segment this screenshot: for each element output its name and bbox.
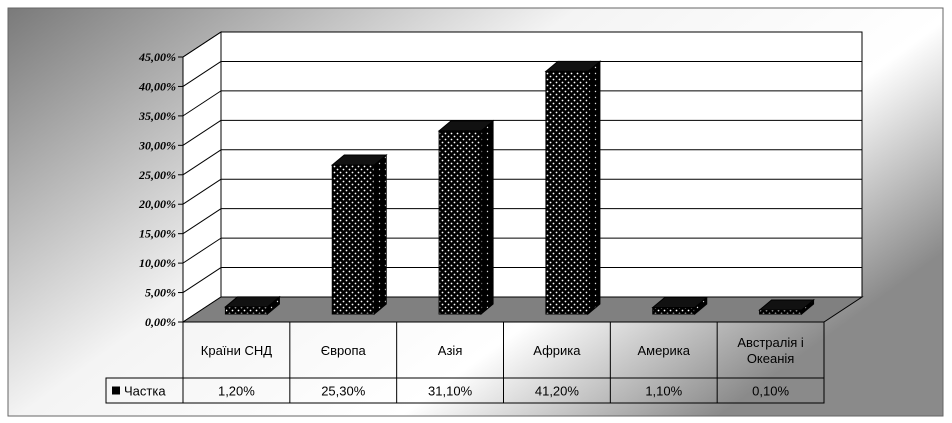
bar-front [545,70,589,315]
bar-top [544,60,602,72]
bar-side [480,119,494,316]
category-label: Америка [637,343,690,358]
y-tick-label: 35,00% [138,109,176,123]
value-label: 1,10% [645,384,682,399]
bar [437,119,495,316]
value-label: 25,30% [321,384,366,399]
y-tick-label: 25,00% [138,168,176,182]
y-tick-label: 40,00% [138,79,176,93]
y-tick-label: 30,00% [138,138,176,152]
value-label: 0,10% [752,384,789,399]
bar-top [224,296,281,308]
legend-cell-border [105,377,184,404]
bar-top [330,154,388,166]
bar [224,295,281,316]
legend-key [112,386,120,395]
category-label: Країни СНД [201,343,272,358]
y-tick-label: 45,00% [138,50,176,64]
y-tick-label: 15,00% [139,227,176,241]
bar-side [373,153,387,316]
bar [544,60,602,316]
y-tick-label: 20,00% [138,197,176,211]
gridline-side [182,208,222,235]
bar-front [652,307,696,315]
bar [330,153,388,316]
bar-front [224,306,268,315]
bar [651,296,709,316]
bar-front [759,309,803,315]
gridline-side [182,149,222,176]
category-label: Африка [533,343,581,358]
gridline-side [182,31,222,58]
category-label: Азія [438,343,463,358]
y-tick-label: 0,00% [145,315,176,329]
gridline-side [182,90,222,117]
gridline-side [182,119,222,146]
bar [758,298,815,316]
y-tick-label: 10,00% [139,256,176,270]
y-tick-label: 5,00% [145,286,176,300]
value-label: 31,10% [428,384,473,399]
bar-front [331,164,375,315]
bar-top [437,120,495,132]
series-name: Частка [124,384,166,399]
gridline-side [182,237,222,264]
gridline-side [182,178,222,205]
plot-back-wall [220,31,863,298]
bar-top [758,299,815,311]
bar-front [438,130,482,315]
value-label: 1,20% [218,384,255,399]
plot-side-wall [182,31,222,323]
gridline-side [182,61,222,87]
category-label: Австралія і Океанія [737,335,803,366]
gridline-side [182,267,222,293]
bar-top [651,297,709,309]
bar-side [587,60,601,316]
value-label: 41,20% [535,384,580,399]
category-label: Європа [321,343,367,358]
